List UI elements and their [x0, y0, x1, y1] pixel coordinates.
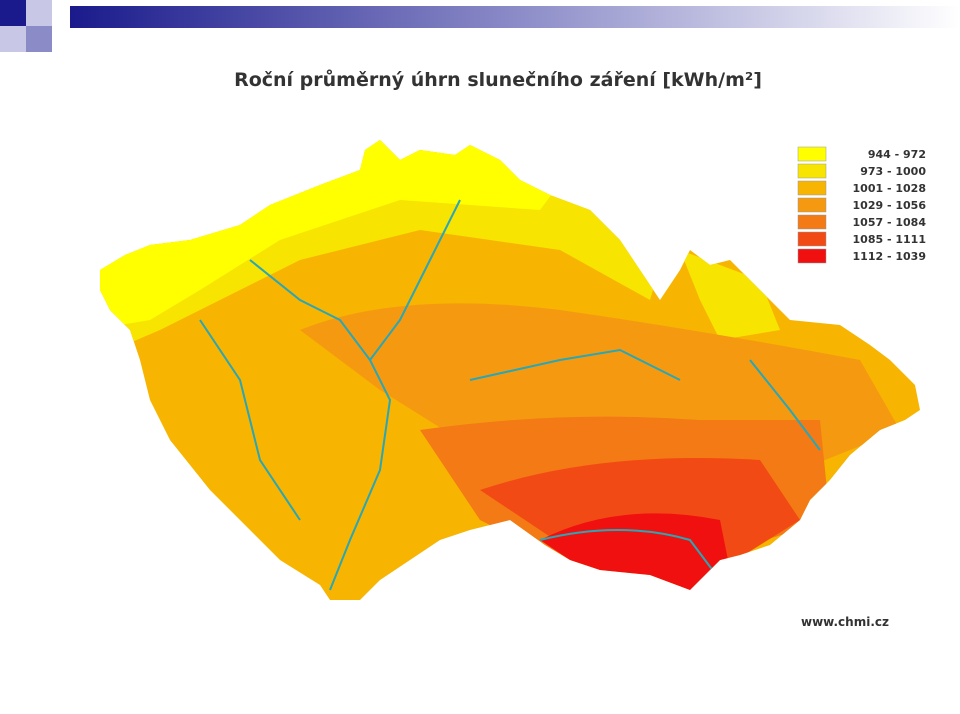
legend-swatch — [797, 197, 827, 213]
rivers — [199, 199, 821, 591]
legend-swatch — [797, 180, 827, 196]
legend-label: 944 - 972 — [868, 148, 926, 161]
legend-label: 973 - 1000 — [860, 165, 926, 178]
source-label: www.chmi.cz — [801, 615, 889, 629]
legend-swatch — [797, 163, 827, 179]
legend-label: 1112 - 1039 — [853, 250, 926, 263]
legend-label: 1085 - 1111 — [853, 233, 926, 246]
legend-swatch — [797, 231, 827, 247]
legend-label: 1057 - 1084 — [853, 216, 927, 229]
legend-label: 1029 - 1056 — [853, 199, 927, 212]
legend-label: 1001 - 1028 — [853, 182, 926, 195]
legend-swatch — [797, 214, 827, 230]
slide-decoration — [0, 0, 960, 52]
map-title: Roční průměrný úhrn slunečního záření [k… — [234, 68, 762, 91]
legend-swatch — [797, 146, 827, 162]
legend-swatch — [797, 248, 827, 264]
legend: 944 - 972 973 - 1000 1001 - 1028 1029 - 105… — [797, 146, 927, 264]
